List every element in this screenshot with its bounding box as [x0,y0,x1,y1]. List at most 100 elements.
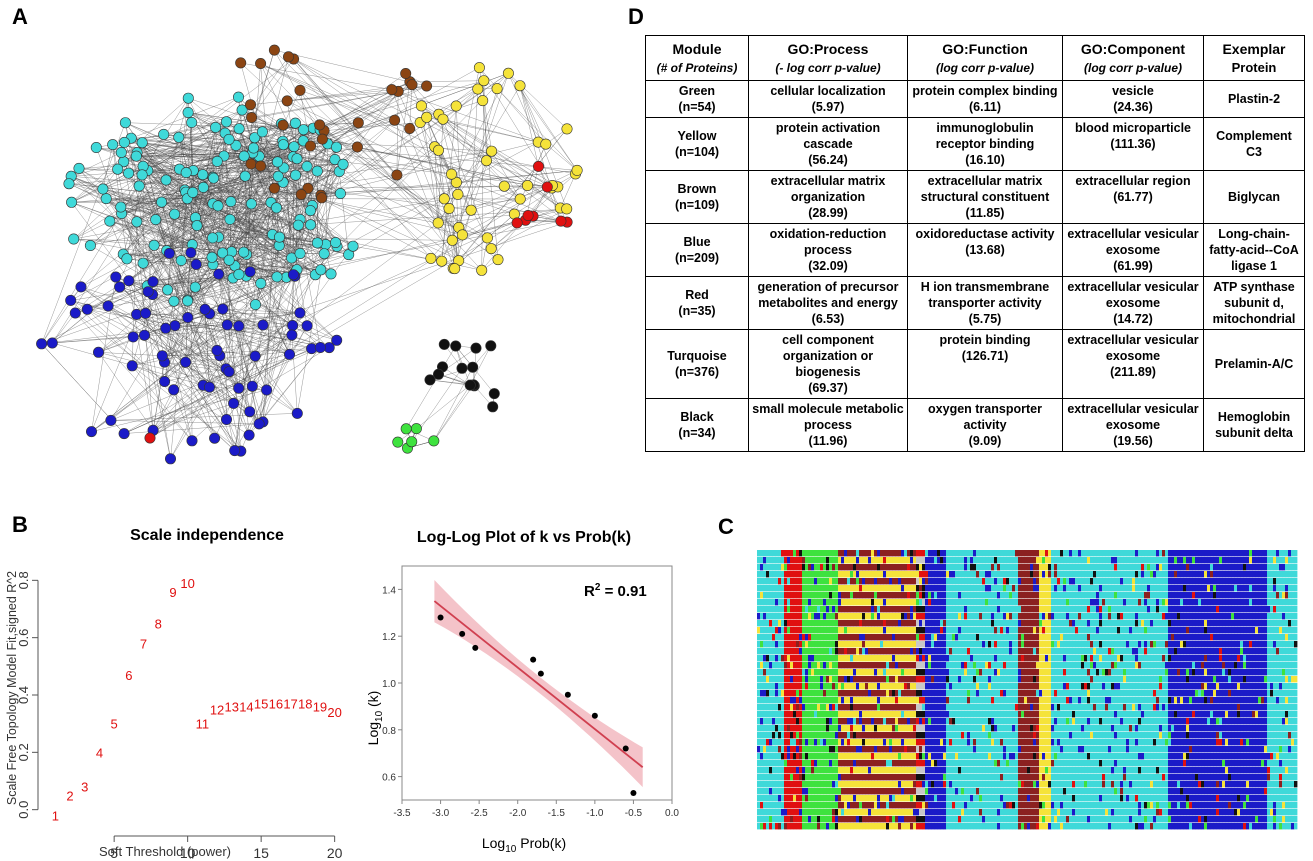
network-node-blue [156,350,168,362]
heatmap-row-start [757,683,761,690]
network-node-blue [217,303,229,315]
network-node-turquoise [270,202,282,214]
network-edge [124,85,427,143]
network-edge [185,104,251,193]
network-edge [426,85,498,89]
heatmap-row-start [757,697,761,704]
network-edge [238,269,321,389]
network-node-turquoise [233,123,245,135]
scale-point-label: 1 [52,808,59,823]
network-edge [233,347,330,404]
loglog-confidence-band [433,580,644,788]
network-edge [155,219,298,414]
network-node-blue [75,281,87,293]
network-edge [121,174,296,214]
network-node-turquoise [211,155,223,167]
network-node-blue [233,382,245,394]
network-edge [145,313,308,326]
table-header-row: Module GO:Process GO:Function GO:Compone… [645,35,1305,58]
network-edge [136,221,154,431]
network-node-yellow [450,176,462,188]
network-node-turquoise [291,153,303,165]
network-node-turquoise [334,188,346,200]
exemplar-cell: Prelamin-A/C [1203,329,1305,399]
heatmap-row-start [757,585,761,592]
network-node-turquoise [233,268,245,280]
network-node-brown [389,114,401,126]
function-cell: oxygen transporter activity (9.09) [907,398,1063,452]
network-edge [451,174,455,269]
scale-x-tick-label: 15 [253,845,269,861]
network-node-brown [351,141,363,153]
network-edge [438,114,558,188]
network-node-blue [180,356,192,368]
network-edge [409,80,484,83]
module-cell: Green (n=54) [645,80,749,118]
network-node-turquoise [206,251,218,263]
network-edge [519,85,547,145]
network-edge [240,389,267,452]
network-node-blue [81,303,93,315]
network-node-blue [105,414,117,426]
subheader-function: (log corr p-value) [907,58,1063,81]
network-edge [203,347,321,386]
network-node-brown [255,160,267,172]
network-node-brown [295,189,307,201]
process-cell: small molecule metabolic process (11.96) [748,398,908,452]
network-edge [173,389,193,441]
loglog-x-tick-label: -3.5 [393,808,411,819]
heatmap-row-start [757,557,761,564]
network-node-turquoise [160,174,172,186]
network-edge [209,313,253,387]
loglog-chart: Log-Log Plot of k vs Prob(k) -3.5 -3.0 -2.… [365,529,679,855]
component-cell: extracellular vesicular exosome (14.72) [1062,276,1204,330]
network-node-brown [304,140,316,152]
network-node-blue [221,319,233,331]
network-node-turquoise [271,156,283,168]
network-node-turquoise [187,186,199,198]
network-node-turquoise [294,248,306,260]
heatmap-row-start [757,718,761,725]
network-node-red [555,215,567,227]
scale-point-label: 16 [269,697,283,712]
network-node-brown [245,99,257,111]
network-node-brown [294,84,306,96]
network-edge [87,309,134,338]
heatmap-row-start [757,788,761,795]
loglog-x-tick-label: 0.0 [665,808,679,819]
network-edge [109,221,124,255]
network-node-turquoise [162,284,174,296]
process-cell: protein activation cascade (56.24) [748,117,908,171]
module-cell: Red (n=35) [645,276,749,330]
network-edge [75,312,165,382]
network-node-turquoise [272,170,284,182]
network-edge [433,384,471,442]
network-node-blue [229,445,241,457]
network-edge [409,84,413,129]
network-edge [222,252,330,348]
network-edge [317,159,336,243]
network-node-blue [139,329,151,341]
network-node-turquoise [256,126,268,138]
process-cell: oxidation-reduction process (32.09) [748,223,908,277]
network-edge [483,80,487,161]
scale-x-tick-label: 10 [180,845,196,861]
table-row: Blue (n=209) oxidation-reduction process (3… [645,223,1305,277]
network-node-blue [123,275,135,287]
network-node-yellow [477,95,489,107]
network-node-blue [233,320,245,332]
loglog-point [564,691,571,698]
network-edge [52,312,76,344]
network-edge [107,305,134,338]
network-edge [91,389,267,432]
network-node-blue [140,307,152,319]
network-node-blue [213,268,225,280]
network-edge [98,352,239,389]
network-node-yellow [478,75,490,87]
network-node-yellow [561,203,573,215]
component-cell: extracellular region (61.77) [1062,170,1204,224]
network-node-blue [102,300,114,312]
network-edge [41,170,148,344]
network-node-blue [301,320,313,332]
network-node-red [532,160,544,172]
